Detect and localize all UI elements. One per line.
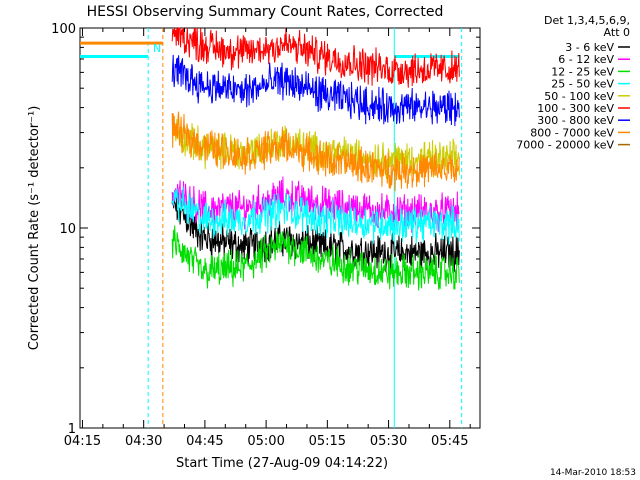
y-axis-label: Corrected Count Rate (s⁻¹ detector⁻¹) (27, 106, 42, 351)
flag-label: N (153, 42, 161, 55)
data-series (171, 26, 460, 291)
x-tick-label: 05:45 (431, 434, 468, 449)
chart-title: HESSI Observing Summary Count Rates, Cor… (87, 4, 444, 20)
vertical-markers (80, 28, 463, 428)
x-tick-label: 05:15 (309, 434, 346, 449)
x-tick-label: 05:30 (370, 434, 407, 449)
x-axis-label: Start Time (27-Aug-09 04:14:22) (176, 456, 388, 471)
x-tick-label: 05:00 (247, 434, 284, 449)
x-tick-label: 04:45 (186, 434, 223, 449)
date-stamp: 14-Mar-2010 18:53 (550, 468, 636, 478)
legend-entry-label: 6 - 12 keV (558, 53, 614, 66)
legend-entry-label: 100 - 300 keV (537, 102, 614, 115)
x-tick-label: 04:30 (125, 434, 162, 449)
series-2-line (171, 225, 460, 291)
legend-entry-label: 800 - 7000 keV (530, 126, 614, 139)
plot-area: N (79, 26, 481, 429)
y-tick-label: 100 (51, 22, 76, 37)
legend-entry-label: 3 - 6 keV (565, 41, 614, 54)
series-7-line (171, 111, 460, 192)
y-axis: 1 10 100 (51, 22, 480, 437)
legend-header-line-1: Det 1,3,4,5,6,9, (544, 14, 630, 27)
x-axis: 04:15 04:30 04:45 05:00 05:15 05:30 05:45 (64, 28, 471, 449)
legend-entry-label: 12 - 25 keV (551, 65, 614, 78)
series-6-line (171, 54, 460, 127)
legend-entry-label: 25 - 50 keV (551, 78, 614, 91)
legend-entry-label: 50 - 100 keV (544, 90, 614, 103)
y-tick-label: 1 (68, 422, 76, 437)
y-tick-label: 10 (59, 222, 76, 237)
legend-entry-label: 7000 - 20000 keV (516, 139, 614, 152)
series-3-line (171, 186, 460, 245)
x-tick-label: 04:15 (64, 434, 101, 449)
legend-header-line-2: Att 0 (604, 26, 630, 39)
legend-entry-label: 300 - 800 keV (537, 114, 614, 127)
series-5-line (171, 26, 460, 88)
